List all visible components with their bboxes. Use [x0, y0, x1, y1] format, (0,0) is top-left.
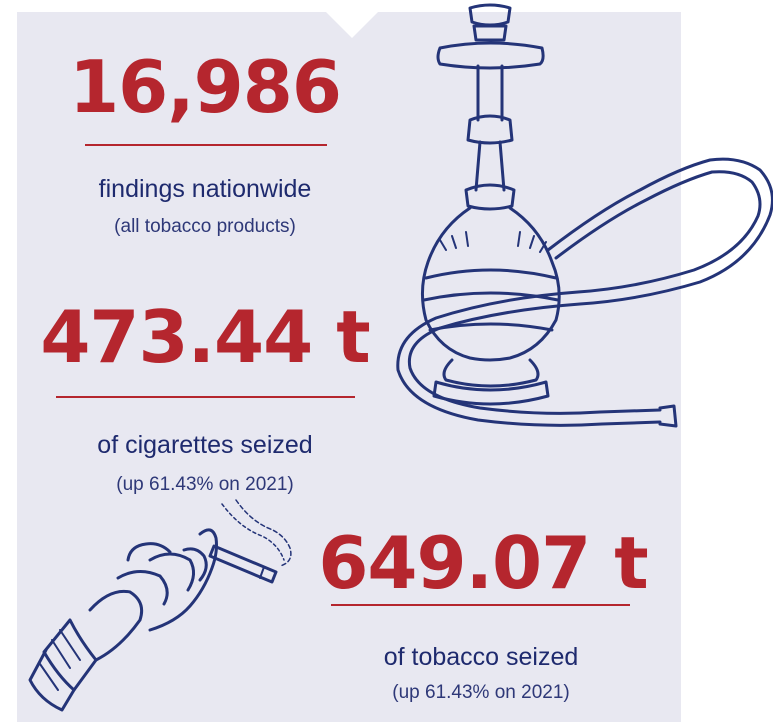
tobacco-divider: [331, 604, 630, 606]
tobacco-label: of tobacco seized: [383, 643, 579, 671]
tobacco-note: (up 61.43% on 2021): [392, 682, 570, 703]
tobacco-value: 649.07 t: [318, 521, 648, 605]
cigarettes-note: (up 61.43% on 2021): [116, 474, 294, 495]
findings-label: findings nationwide: [98, 175, 312, 203]
findings-value: 16,986: [69, 45, 342, 129]
infographic-panel: [17, 12, 681, 722]
cigarettes-value: 473.44 t: [40, 295, 370, 379]
cigarettes-label: of cigarettes seized: [97, 431, 313, 459]
findings-note: (all tobacco products): [114, 216, 296, 237]
cigarettes-divider: [56, 396, 355, 398]
panel-notch: [326, 12, 378, 38]
findings-divider: [85, 144, 327, 146]
